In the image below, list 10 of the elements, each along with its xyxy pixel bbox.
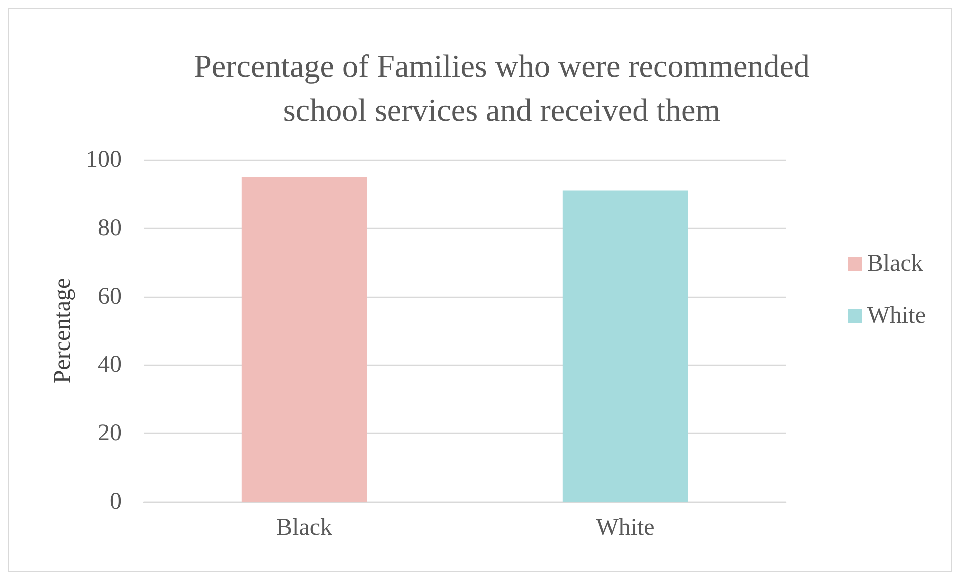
legend-label: Black <box>867 251 924 277</box>
y-tick-label: 0 <box>110 489 122 515</box>
chart-title: Percentage of Families who were recommended school services and received them <box>194 48 810 128</box>
y-axis-title: Percentage <box>50 278 76 384</box>
y-tick-label: 60 <box>98 284 122 310</box>
y-tick-label: 40 <box>98 352 122 378</box>
y-tick-label: 80 <box>98 215 122 242</box>
y-tick-label: 20 <box>98 420 122 447</box>
legend-label: White <box>867 303 926 329</box>
y-tick-label: 100 <box>86 147 122 173</box>
